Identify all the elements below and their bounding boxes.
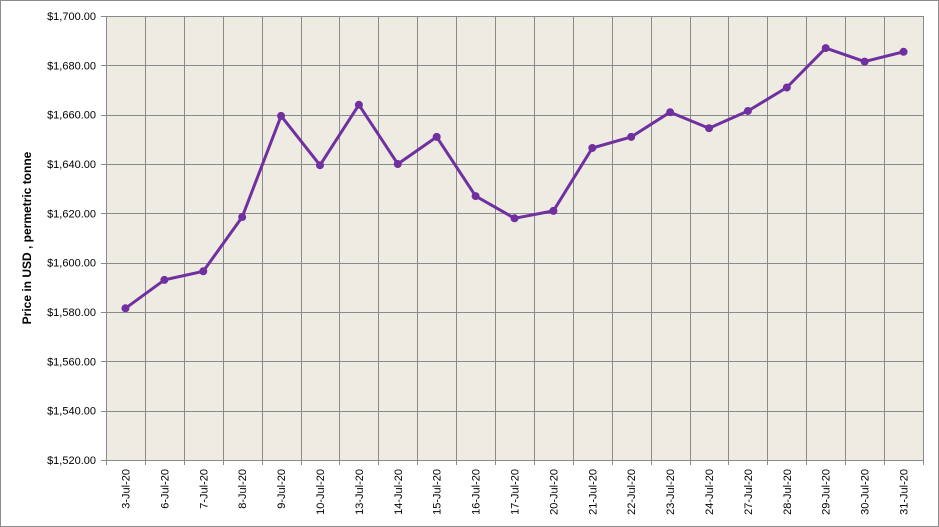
data-point xyxy=(860,57,869,66)
data-point xyxy=(160,275,169,284)
data-point xyxy=(666,108,675,117)
x-tick-label: 21-Jul-20 xyxy=(587,469,599,515)
y-tick-label: $1,660.00 xyxy=(47,110,96,122)
data-point xyxy=(471,192,480,201)
data-point xyxy=(510,214,519,223)
x-tick-label: 24-Jul-20 xyxy=(704,469,716,515)
x-tick-label: 27-Jul-20 xyxy=(743,469,755,515)
data-point xyxy=(315,161,324,170)
y-tick-label: $1,600.00 xyxy=(47,258,96,270)
data-point xyxy=(743,106,752,115)
data-point xyxy=(277,111,286,120)
x-tick-label: 8-Jul-20 xyxy=(237,469,249,509)
y-tick-label: $1,640.00 xyxy=(47,159,96,171)
gridlines xyxy=(101,16,924,465)
x-tick-label: 22-Jul-20 xyxy=(626,469,638,515)
data-point xyxy=(627,132,636,141)
data-point xyxy=(121,304,130,313)
data-point xyxy=(588,143,597,152)
y-tick-label: $1,560.00 xyxy=(47,356,96,368)
y-tick-label: $1,580.00 xyxy=(47,307,96,319)
y-tick-label: $1,520.00 xyxy=(47,455,96,467)
x-tick-label: 16-Jul-20 xyxy=(471,469,483,515)
data-point xyxy=(705,124,714,133)
x-tick-label: 6-Jul-20 xyxy=(159,469,171,509)
y-tick-label: $1,620.00 xyxy=(47,208,96,220)
data-point xyxy=(821,44,830,53)
y-tick-label: $1,540.00 xyxy=(47,406,96,418)
x-tick-label: 14-Jul-20 xyxy=(393,469,405,515)
data-point xyxy=(354,100,363,109)
y-tick-label: $1,680.00 xyxy=(47,60,96,72)
x-axis-tick-labels: 3-Jul-20 6-Jul-20 7-Jul-20 8-Jul-20 9-Jul-20… xyxy=(120,469,910,515)
y-axis-tick-labels: $1,520.00 $1,540.00 $1,560.00 $1,580.00 $1,6… xyxy=(47,11,96,467)
x-tick-label: 17-Jul-20 xyxy=(510,469,522,515)
data-point xyxy=(899,47,908,56)
data-point xyxy=(238,213,247,222)
y-tick-label: $1,700.00 xyxy=(47,11,96,23)
x-tick-label: 3-Jul-20 xyxy=(120,469,132,509)
data-point xyxy=(549,206,558,215)
data-point xyxy=(432,132,441,141)
x-tick-label: 28-Jul-20 xyxy=(782,469,794,515)
y-axis-title: Price in USD , permetric tonne xyxy=(20,151,34,324)
x-tick-label: 7-Jul-20 xyxy=(198,469,210,509)
x-tick-label: 15-Jul-20 xyxy=(432,469,444,515)
data-point xyxy=(782,83,791,92)
x-tick-label: 31-Jul-20 xyxy=(899,469,911,515)
x-tick-label: 30-Jul-20 xyxy=(860,469,872,515)
x-tick-label: 9-Jul-20 xyxy=(276,469,288,509)
x-tick-label: 29-Jul-20 xyxy=(821,469,833,515)
data-point xyxy=(393,160,402,168)
x-tick-label: 13-Jul-20 xyxy=(354,469,366,515)
x-tick-label: 23-Jul-20 xyxy=(665,469,677,515)
data-point xyxy=(199,267,208,276)
x-tick-label: 10-Jul-20 xyxy=(315,469,327,515)
x-tick-label: 20-Jul-20 xyxy=(548,469,560,515)
series-markers xyxy=(121,44,908,313)
